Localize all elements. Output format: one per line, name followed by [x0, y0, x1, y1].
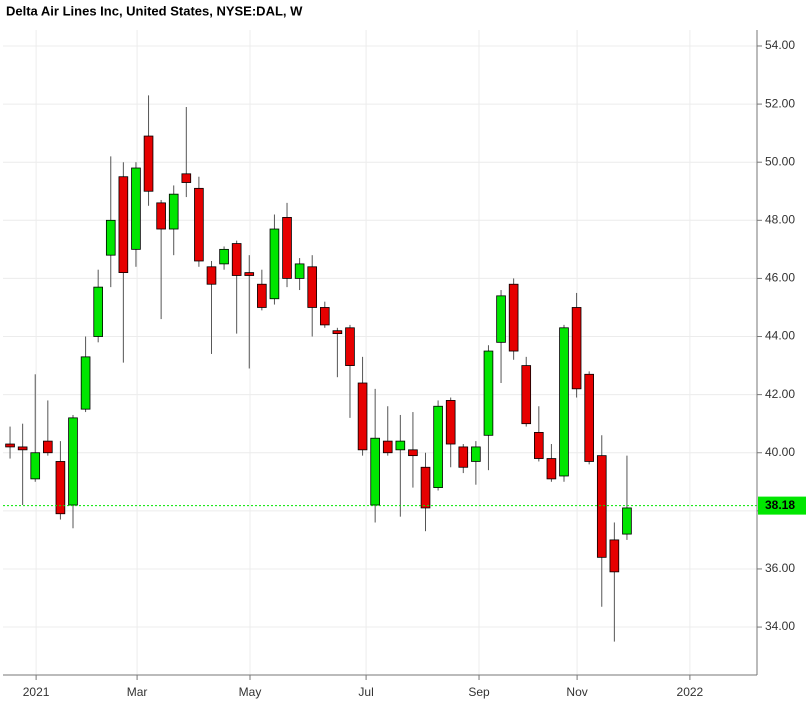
candle-body: [269, 228, 280, 300]
candle-body: [609, 539, 620, 573]
candle-body: [17, 446, 28, 451]
candle-body: [68, 417, 78, 506]
candle-body: [420, 466, 431, 509]
candle-body: [282, 216, 292, 279]
candle-body: [596, 455, 607, 558]
candle-body: [445, 400, 456, 445]
candle-body: [496, 295, 506, 343]
last-price-label: 38.18: [765, 498, 795, 512]
candle-body: [5, 443, 15, 448]
y-tick-label: 34.00: [765, 619, 795, 633]
candle-body: [559, 327, 569, 477]
candle-body: [80, 356, 91, 410]
x-tick-label: Nov: [566, 685, 587, 699]
last-price-box: [758, 496, 806, 515]
candle-body: [332, 330, 343, 335]
candle-body: [458, 446, 469, 468]
candle-body: [181, 173, 192, 183]
candle-body: [105, 219, 116, 256]
y-tick-label: 54.00: [765, 38, 795, 52]
x-tick-label: Jul: [358, 685, 373, 699]
candle-body: [483, 350, 494, 436]
candle-body: [294, 263, 305, 279]
candle-body: [131, 167, 141, 250]
y-tick-label: 40.00: [765, 445, 795, 459]
candle-body: [206, 266, 217, 285]
candle-body: [382, 440, 393, 454]
candle-body: [622, 507, 632, 535]
candle-body: [521, 365, 532, 425]
candle-body: [168, 193, 179, 230]
candle-body: [433, 405, 443, 489]
candle-body: [257, 283, 267, 308]
candle-body: [395, 440, 406, 451]
candle-body: [508, 283, 519, 352]
candle-body: [370, 437, 380, 506]
x-tick-label: May: [239, 685, 262, 699]
candle-body: [584, 373, 594, 462]
y-tick-label: 52.00: [765, 96, 795, 110]
candle-body: [307, 266, 318, 308]
candle-body: [143, 135, 154, 192]
x-tick-label: 2021: [23, 685, 50, 699]
y-tick-label: 50.00: [765, 154, 795, 168]
candle-body: [156, 202, 166, 230]
candle-body: [345, 327, 355, 366]
candle-body: [194, 187, 204, 262]
y-tick-label: 36.00: [765, 561, 795, 575]
y-tick-label: 48.00: [765, 212, 795, 226]
candle-body: [118, 176, 129, 274]
y-tick-label: 42.00: [765, 387, 795, 401]
candle-body: [219, 248, 229, 265]
candle-body: [357, 382, 368, 451]
candle-body: [534, 431, 544, 459]
y-tick-label: 46.00: [765, 271, 795, 285]
y-tick-label: 44.00: [765, 329, 795, 343]
chart-title: Delta Air Lines Inc, United States, NYSE…: [6, 3, 303, 18]
candle-body: [43, 440, 53, 454]
x-tick-label: Mar: [127, 685, 148, 699]
x-tick-label: 2022: [677, 685, 704, 699]
candle-body: [471, 446, 481, 462]
candle-body: [571, 307, 582, 390]
candle-body: [408, 449, 418, 457]
candle-body: [231, 243, 242, 276]
candle-body: [546, 458, 557, 480]
candle-body: [55, 461, 66, 515]
candle-body: [244, 272, 255, 276]
candle-body: [319, 307, 330, 326]
candle-body: [93, 286, 103, 337]
candle-body: [30, 452, 41, 480]
x-tick-label: Sep: [468, 685, 490, 699]
